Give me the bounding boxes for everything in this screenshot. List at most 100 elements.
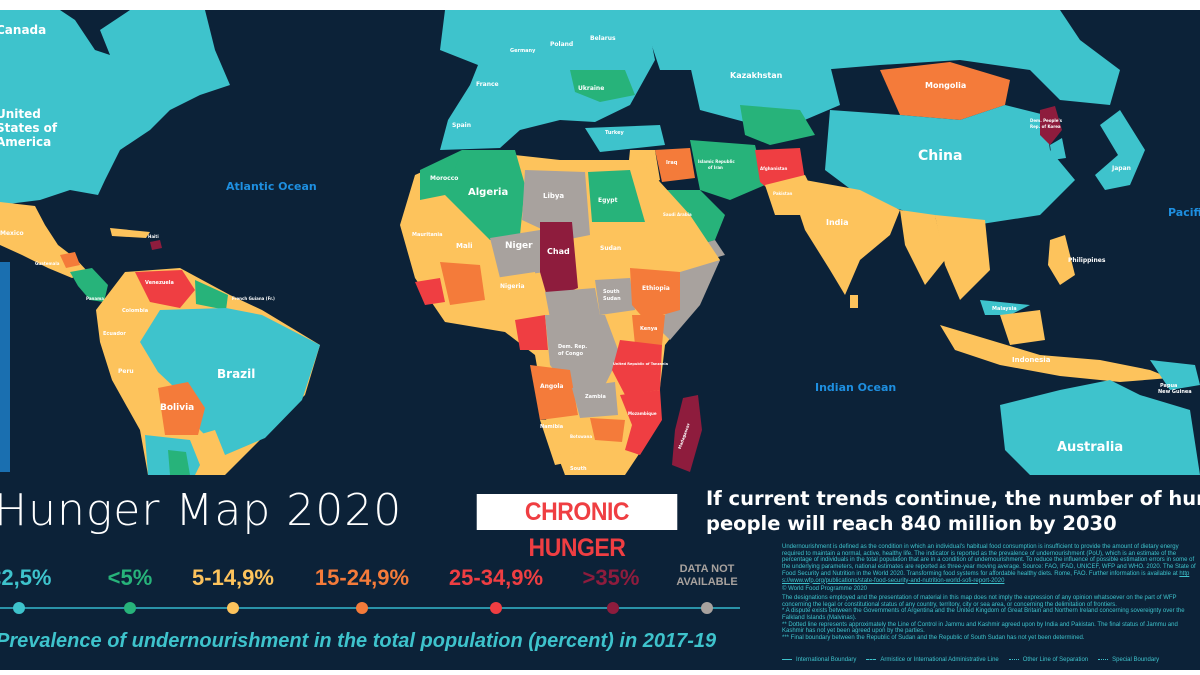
note-1: * A dispute exists between the Governmen…: [782, 608, 1185, 622]
legend-caption: Prevalence of undernourishment in the to…: [0, 630, 717, 652]
label-egypt: Egypt: [598, 197, 618, 204]
label-germany: Germany: [510, 48, 536, 54]
country-west-africa: [440, 262, 485, 305]
label-mexico: Mexico: [0, 230, 24, 237]
legend-dot-lt5: [124, 602, 136, 614]
country-mozambique: [620, 390, 662, 455]
boundary-label: International Boundary: [796, 657, 857, 663]
country-iran: [690, 140, 765, 200]
country-eritrea-somalia: [660, 260, 720, 340]
label-pakistan: Pakistan: [773, 191, 793, 196]
headline: If current trends continue, the number o…: [706, 486, 1200, 536]
label-spain: Spain: [452, 122, 471, 129]
boundary-armistice: Armistice or International Administrativ…: [866, 657, 999, 663]
label-afghanistan: Afghanistan: [760, 166, 787, 171]
country-liberia: [415, 278, 445, 305]
country-mexico: [0, 202, 88, 278]
label-dprk: Rep. of Korea: [1030, 124, 1061, 129]
legend-label-25-34: 25-34,9%: [448, 565, 544, 590]
country-australia: [1000, 380, 1200, 475]
country-turkey: [585, 125, 665, 152]
label-tanzania: United Republic of Tanzania: [613, 362, 669, 366]
label-french-guiana: French Guiana (Fr.): [232, 296, 275, 301]
legend-dot-25-34: [490, 602, 502, 614]
label-sudan: Sudan: [600, 245, 621, 252]
label-drc: Dem. Rep.: [558, 344, 587, 350]
label-png: New Guinea: [1158, 389, 1192, 395]
country-mauritania: [405, 210, 455, 260]
country-india: [800, 180, 900, 295]
label-ethiopia: Ethiopia: [642, 285, 670, 292]
label-drc: of Congo: [558, 351, 584, 357]
country-papua-new-guinea: [1150, 360, 1200, 390]
label-haiti: Haiti: [148, 234, 159, 239]
label-venezuela: Venezuela: [145, 280, 174, 286]
label-malaysia: Malaysia: [992, 306, 1017, 312]
headline-line-2: people will reach 840 million by 2030: [706, 512, 1117, 535]
disclaimer: The designations employed and the presen…: [782, 594, 1177, 608]
label-australia: Australia: [1057, 440, 1123, 455]
country-brazil: [140, 308, 320, 455]
country-canada-usa: [0, 10, 230, 205]
country-congo: [515, 315, 548, 350]
continent-europe: [440, 10, 655, 150]
country-chad: [540, 222, 578, 300]
label-nigeria: Nigeria: [500, 283, 525, 290]
label-morocco: Morocco: [430, 175, 458, 182]
legend-dot-lt2-5: [13, 602, 25, 614]
label-mali: Mali: [456, 242, 473, 250]
country-paraguay: [198, 430, 225, 460]
legend-label-lt2-5: <2,5%: [0, 565, 52, 590]
footnotes: Undernourishment is defined as the condi…: [782, 544, 1196, 642]
ocean-label-pacific: Pacific: [1168, 206, 1200, 219]
boundary-label: Special Boundary: [1112, 657, 1160, 663]
label-png: Papua: [1160, 383, 1177, 389]
country-zimbabwe: [590, 418, 625, 442]
label-botswana: Botswana: [570, 434, 592, 439]
ocean-label-atlantic: Atlantic Ocean: [226, 180, 317, 193]
country-sri-lanka: [850, 295, 858, 308]
label-ukraine: Ukraine: [578, 85, 604, 92]
country-algeria: [445, 150, 525, 240]
legend-dot-5-14: [227, 602, 239, 614]
continent-asia-north: [640, 10, 1120, 105]
label-canada: Canada: [0, 23, 46, 37]
label-niger: Niger: [505, 241, 533, 251]
label-kenya: Kenya: [640, 326, 657, 332]
country-kenya: [632, 315, 665, 345]
boundary-label: Other Line of Separation: [1022, 657, 1089, 663]
label-dprk: Dem. People's: [1030, 118, 1063, 123]
country-borneo: [1000, 310, 1045, 345]
country-china: [825, 105, 1075, 225]
label-bolivia: Bolivia: [160, 403, 194, 413]
legend-label-5-14: 5-14,9%: [192, 565, 274, 590]
country-bolivia: [158, 382, 205, 435]
label-colombia: Colombia: [122, 308, 148, 314]
label-ecuador: Ecuador: [103, 331, 126, 337]
label-japan: Japan: [1111, 165, 1131, 172]
legend-label-15-24: 15-24,9%: [314, 565, 410, 590]
country-tanzania: [612, 340, 662, 395]
ocean-label-indian: Indian Ocean: [815, 381, 896, 394]
country-ethiopia: [630, 268, 680, 320]
country-bangladesh-myanmar: [900, 210, 945, 285]
label-belarus: Belarus: [590, 35, 616, 42]
legend-dot-15-24: [356, 602, 368, 614]
note-3: *** Final boundary between the Republic …: [782, 635, 1085, 642]
label-panama: Panama: [86, 296, 104, 301]
sofi-link[interactable]: https://www.wfp.org/publications/state-f…: [782, 570, 1190, 584]
label-saudi: Saudi Arabia: [663, 212, 692, 217]
label-philippines: Philippines: [1068, 257, 1106, 264]
country-philippines: [1048, 235, 1075, 285]
hunger-map-poster: Atlantic Ocean Indian Ocean Pacific Cana…: [0, 10, 1200, 670]
legend-na-line-2: AVAILABLE: [676, 576, 738, 588]
legend-label-gt35: >35%: [582, 565, 640, 590]
label-china: China: [918, 148, 962, 164]
label-mauritania: Mauritania: [412, 232, 443, 238]
country-south-africa: [560, 450, 625, 475]
copyright: © World Food Programme 2020: [782, 586, 868, 593]
legend-label-lt5: <5%: [107, 565, 153, 590]
country-venezuela: [135, 270, 195, 308]
label-algeria: Algeria: [468, 187, 508, 198]
country-kazakhstan: [690, 65, 840, 122]
